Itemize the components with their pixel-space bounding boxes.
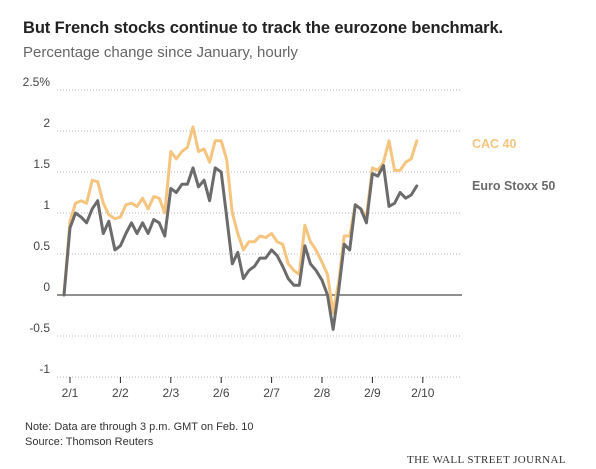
y-tick-label: 1 xyxy=(43,198,50,212)
x-tick-label: 2/1 xyxy=(62,386,79,400)
x-tick-label: 2/3 xyxy=(162,386,179,400)
x-axis-ticks: 2/1 2/2 2/3 2/6 2/7 2/8 2/9 2/10 xyxy=(62,377,435,400)
publisher-logo: THE WALL STREET JOURNAL xyxy=(406,454,566,466)
x-tick-label: 2/6 xyxy=(213,386,230,400)
series-lines xyxy=(62,125,419,331)
y-tick-label: -1 xyxy=(39,362,50,376)
euro-stoxx-50-line xyxy=(62,163,419,331)
x-tick-label: 2/10 xyxy=(411,386,435,400)
chart-title: But French stocks continue to track the … xyxy=(23,19,504,37)
euro-stoxx-50-label: Euro Stoxx 50 xyxy=(472,179,555,193)
cac-40-label: CAC 40 xyxy=(472,137,517,151)
x-tick-label: 2/7 xyxy=(263,386,280,400)
grid-lines xyxy=(57,89,462,378)
y-tick-label: 1.5 xyxy=(33,157,50,171)
y-tick-label: 0.5 xyxy=(33,239,50,253)
x-tick-label: 2/9 xyxy=(364,386,381,400)
series-labels: CAC 40 Euro Stoxx 50 xyxy=(472,137,555,193)
chart-subtitle: Percentage change since January, hourly xyxy=(23,44,298,61)
y-tick-label: 0 xyxy=(43,280,50,294)
data-note: Note: Data are through 3 p.m. GMT on Feb… xyxy=(25,421,254,433)
source-note: Source: Thomson Reuters xyxy=(25,436,154,448)
y-tick-label: 2.5% xyxy=(23,75,51,89)
y-tick-label: -0.5 xyxy=(29,321,50,335)
y-tick-label: 2 xyxy=(43,116,50,130)
x-tick-label: 2/8 xyxy=(314,386,331,400)
x-tick-label: 2/2 xyxy=(112,386,129,400)
y-axis-labels: -1 -0.5 0 0.5 1 1.5 2 2.5% xyxy=(23,75,51,376)
